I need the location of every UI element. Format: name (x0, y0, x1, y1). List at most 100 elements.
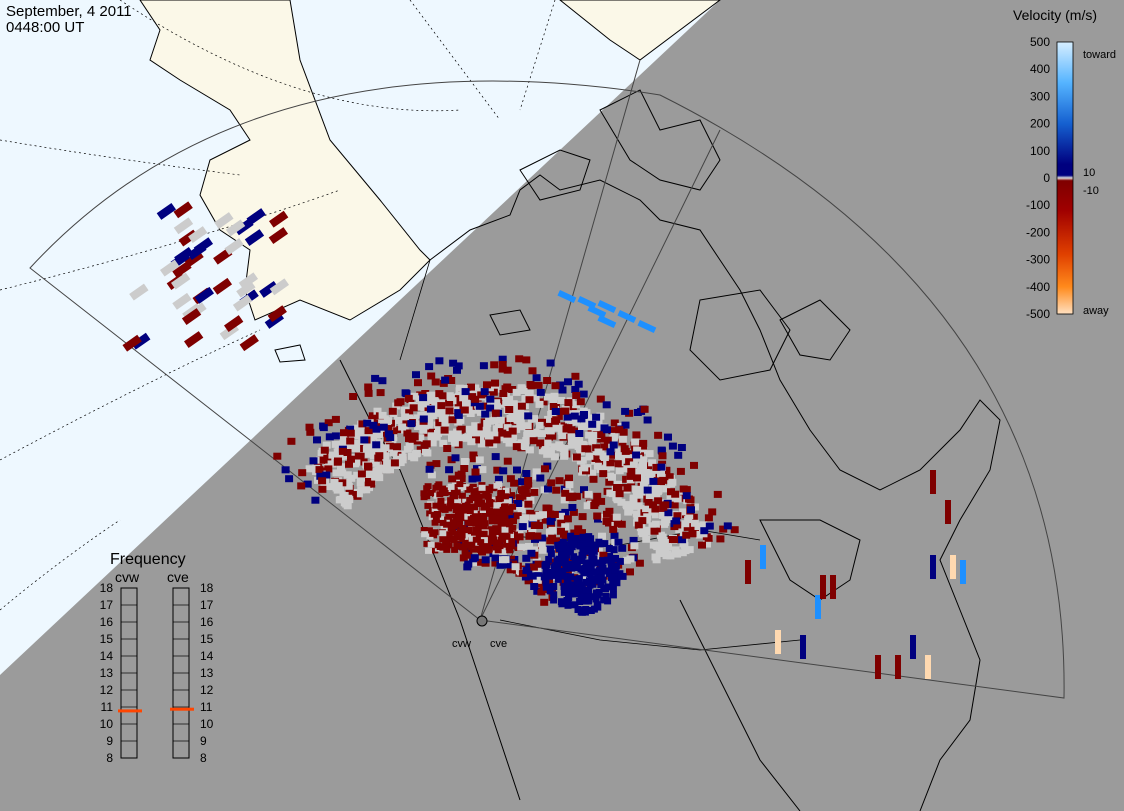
scatter-cell (559, 538, 567, 546)
scatter-cell (601, 540, 609, 548)
scatter-cell (466, 508, 474, 514)
scatter-cell (477, 440, 486, 448)
scatter-cell (445, 399, 454, 407)
scatter-cell (441, 490, 449, 496)
scatter-cell (637, 491, 646, 499)
scatter-cell (626, 568, 634, 576)
scatter-cell (480, 537, 488, 544)
velocity-colorbar: Velocity (m/s) 500 400 300 200 100 0 -100 -200 -… (1013, 7, 1116, 321)
scatter-cell (542, 578, 550, 586)
scatter-cell (800, 635, 806, 659)
scatter-cell (172, 292, 192, 310)
scatter-cell (224, 238, 244, 255)
colorbar-label-10: 10 (1083, 167, 1095, 179)
scatter-cell (528, 367, 537, 375)
scatter-cell (441, 376, 450, 384)
scatter-cell (468, 542, 476, 549)
scatter-cell (486, 404, 495, 412)
scatter-cell (461, 549, 469, 556)
scatter-cell (443, 445, 452, 452)
scatter-cell (337, 463, 345, 471)
scatter-cell (561, 523, 570, 531)
scatter-cell (461, 484, 469, 491)
scatter-cell (618, 435, 627, 443)
scatter-cell (564, 601, 572, 609)
scatter-cell (460, 458, 469, 465)
scatter-cell (479, 362, 488, 370)
scatter-cell (172, 261, 192, 279)
scatter-cell (560, 588, 568, 596)
frequency-marker-cve (170, 707, 194, 711)
scatter-cell (654, 497, 663, 505)
scatter-cell (578, 529, 586, 537)
scatter-cell (357, 470, 366, 478)
scatter-cell (514, 500, 523, 507)
scatter-cell (582, 559, 591, 567)
scatter-cell (593, 492, 602, 500)
scatter-cell (426, 391, 435, 399)
scatter-cell (478, 499, 486, 506)
scatter-cell (588, 437, 597, 445)
scatter-cell (683, 523, 692, 531)
scatter-cell (410, 433, 419, 441)
scatter-cell (458, 498, 467, 506)
scatter-cell (561, 546, 569, 554)
frequency-scale-label: 16 (200, 615, 214, 629)
scatter-cell (480, 515, 488, 522)
scatter-cell (565, 593, 573, 601)
scatter-cell (122, 334, 142, 352)
scatter-cell (319, 456, 328, 464)
scatter-cell (641, 477, 650, 485)
scatter-cell (585, 591, 593, 599)
scatter-cell (615, 490, 624, 498)
radar-label-cvw: cvw (452, 638, 471, 650)
scatter-cell (405, 409, 414, 417)
scatter-cell (501, 493, 509, 500)
scatter-cell (548, 432, 557, 440)
scatter-cell (494, 540, 502, 547)
scatter-cell (594, 573, 602, 581)
scatter-cell (612, 555, 619, 562)
scatter-cell (572, 492, 581, 500)
frequency-scale-label: 11 (200, 700, 213, 714)
scatter-cell (602, 585, 609, 593)
scatter-cell (573, 575, 581, 583)
scatter-cell (626, 450, 635, 458)
scatter-cell (573, 581, 580, 589)
scatter-cell (318, 485, 327, 493)
scatter-cell (689, 513, 698, 521)
scatter-cell (638, 517, 647, 525)
scatter-cell (416, 446, 425, 454)
scatter-cell (571, 556, 579, 563)
scatter-cell (459, 554, 468, 562)
scatter-cell (598, 562, 606, 570)
scatter-cell (506, 521, 513, 528)
scatter-cell (422, 440, 431, 448)
scatter-cell (470, 554, 479, 562)
scatter-cell (577, 584, 585, 592)
scatter-cell (309, 457, 318, 465)
scatter-cell (513, 512, 522, 520)
scatter-cell (579, 533, 587, 541)
scatter-cell (603, 436, 612, 444)
scatter-cell (504, 498, 512, 505)
scatter-cell (574, 380, 583, 388)
scatter-cell (606, 448, 615, 456)
scatter-cell (676, 467, 685, 475)
scatter-cell (499, 511, 507, 518)
scatter-cell (466, 410, 475, 417)
scatter-cell (592, 444, 601, 452)
scatter-cell (502, 487, 510, 494)
scatter-cell (617, 498, 626, 506)
scatter-cell (456, 426, 465, 434)
scatter-cell (496, 416, 505, 424)
scatter-cell (719, 525, 728, 533)
scatter-cell (645, 492, 654, 499)
scatter-cell (461, 388, 470, 396)
scatter-cell (316, 472, 325, 480)
scatter-cell (499, 390, 508, 397)
scatter-cell (589, 475, 598, 483)
scatter-cell (745, 560, 751, 584)
scatter-cell (567, 573, 575, 581)
colorbar-tick-label: 200 (1030, 117, 1050, 131)
